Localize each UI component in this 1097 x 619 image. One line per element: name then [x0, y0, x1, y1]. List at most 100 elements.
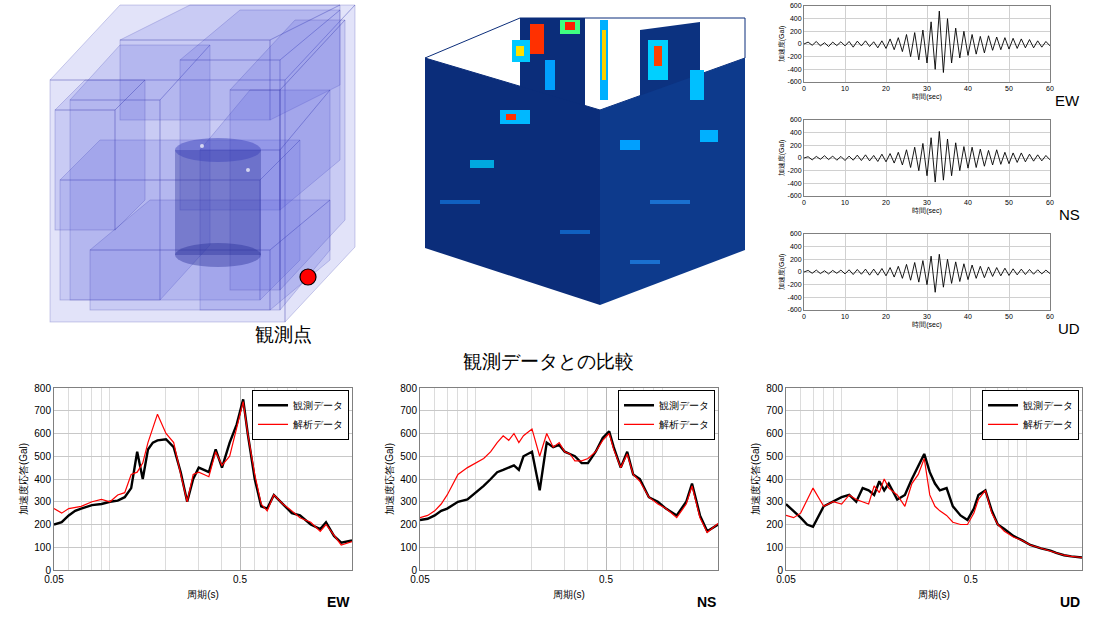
- svg-text:400: 400: [34, 474, 51, 485]
- svg-text:40: 40: [964, 313, 972, 320]
- svg-text:観測データ: 観測データ: [659, 400, 709, 411]
- svg-text:700: 700: [766, 405, 783, 416]
- svg-text:700: 700: [400, 405, 417, 416]
- svg-text:0: 0: [798, 40, 802, 47]
- svg-text:加速度応答(Gal): 加速度応答(Gal): [750, 443, 761, 515]
- svg-text:200: 200: [400, 519, 417, 530]
- svg-text:加速度(Gal): 加速度(Gal): [778, 254, 786, 291]
- svg-text:-400: -400: [788, 180, 802, 187]
- svg-text:0: 0: [798, 268, 802, 275]
- svg-text:10: 10: [841, 199, 849, 206]
- svg-text:-200: -200: [788, 281, 802, 288]
- svg-text:時間(sec): 時間(sec): [912, 207, 942, 215]
- svg-text:-600: -600: [788, 306, 802, 313]
- svg-text:100: 100: [400, 542, 417, 553]
- svg-text:観測データ: 観測データ: [293, 400, 343, 411]
- svg-text:40: 40: [964, 85, 972, 92]
- svg-text:0.05: 0.05: [776, 574, 796, 585]
- svg-text:400: 400: [400, 474, 417, 485]
- svg-text:40: 40: [964, 199, 972, 206]
- svg-text:600: 600: [34, 428, 51, 439]
- svg-text:20: 20: [882, 85, 890, 92]
- svg-text:-200: -200: [788, 167, 802, 174]
- svg-text:60: 60: [1046, 199, 1054, 206]
- svg-text:周期(s): 周期(s): [553, 589, 585, 600]
- svg-text:200: 200: [790, 256, 802, 263]
- svg-text:時間(sec): 時間(sec): [912, 321, 942, 329]
- svg-text:600: 600: [790, 116, 802, 123]
- svg-text:500: 500: [400, 451, 417, 462]
- svg-text:20: 20: [882, 313, 890, 320]
- svg-text:0: 0: [798, 154, 802, 161]
- svg-text:UD: UD: [1058, 320, 1080, 337]
- svg-text:10: 10: [841, 85, 849, 92]
- svg-text:600: 600: [400, 428, 417, 439]
- svg-text:周期(s): 周期(s): [187, 589, 219, 600]
- svg-text:600: 600: [790, 2, 802, 9]
- svg-text:300: 300: [400, 496, 417, 507]
- svg-text:UD: UD: [1060, 594, 1080, 610]
- svg-text:0.5: 0.5: [599, 574, 613, 585]
- svg-text:50: 50: [1005, 85, 1013, 92]
- svg-text:加速度応答(Gal): 加速度応答(Gal): [384, 443, 395, 515]
- svg-text:30: 30: [923, 313, 931, 320]
- svg-text:200: 200: [34, 519, 51, 530]
- svg-text:加速度(Gal): 加速度(Gal): [778, 26, 786, 63]
- svg-text:時間(sec): 時間(sec): [912, 93, 942, 101]
- svg-text:0.05: 0.05: [44, 574, 64, 585]
- svg-text:NS: NS: [1059, 206, 1080, 223]
- svg-text:30: 30: [923, 199, 931, 206]
- svg-text:0: 0: [777, 565, 783, 576]
- svg-text:50: 50: [1005, 313, 1013, 320]
- svg-text:400: 400: [790, 129, 802, 136]
- svg-text:500: 500: [34, 451, 51, 462]
- svg-text:周期(s): 周期(s): [918, 589, 950, 600]
- svg-text:60: 60: [1046, 85, 1054, 92]
- svg-text:-600: -600: [788, 192, 802, 199]
- svg-text:0: 0: [802, 313, 806, 320]
- svg-text:EW: EW: [327, 594, 350, 610]
- svg-text:400: 400: [790, 243, 802, 250]
- svg-text:加速度(Gal): 加速度(Gal): [778, 140, 786, 177]
- svg-text:50: 50: [1005, 199, 1013, 206]
- svg-text:700: 700: [34, 405, 51, 416]
- svg-text:800: 800: [400, 383, 417, 394]
- svg-text:0: 0: [45, 565, 51, 576]
- svg-text:100: 100: [766, 542, 783, 553]
- svg-text:100: 100: [34, 542, 51, 553]
- svg-text:-600: -600: [788, 78, 802, 85]
- svg-text:EW: EW: [1055, 92, 1080, 109]
- svg-text:400: 400: [766, 474, 783, 485]
- svg-text:200: 200: [766, 519, 783, 530]
- svg-text:-200: -200: [788, 53, 802, 60]
- svg-text:200: 200: [790, 142, 802, 149]
- svg-text:加速度応答(Gal): 加速度応答(Gal): [18, 443, 29, 515]
- svg-text:解析データ: 解析データ: [659, 419, 709, 430]
- svg-text:観測点: 観測点: [255, 324, 312, 345]
- svg-text:800: 800: [34, 383, 51, 394]
- svg-text:10: 10: [841, 313, 849, 320]
- svg-text:観測データ: 観測データ: [1023, 400, 1073, 411]
- svg-text:-400: -400: [788, 294, 802, 301]
- svg-text:300: 300: [766, 496, 783, 507]
- svg-text:600: 600: [790, 230, 802, 237]
- svg-text:200: 200: [790, 28, 802, 35]
- svg-text:0.5: 0.5: [964, 574, 978, 585]
- svg-text:30: 30: [923, 85, 931, 92]
- svg-text:300: 300: [34, 496, 51, 507]
- svg-text:-400: -400: [788, 66, 802, 73]
- svg-text:NS: NS: [697, 594, 716, 610]
- svg-text:解析データ: 解析データ: [293, 419, 343, 430]
- svg-text:800: 800: [766, 383, 783, 394]
- svg-text:600: 600: [766, 428, 783, 439]
- svg-text:0: 0: [802, 85, 806, 92]
- svg-text:0: 0: [802, 199, 806, 206]
- svg-text:0.05: 0.05: [410, 574, 430, 585]
- svg-text:60: 60: [1046, 313, 1054, 320]
- svg-text:500: 500: [766, 451, 783, 462]
- svg-text:0: 0: [411, 565, 417, 576]
- svg-text:20: 20: [882, 199, 890, 206]
- svg-text:解析データ: 解析データ: [1023, 419, 1073, 430]
- svg-text:400: 400: [790, 15, 802, 22]
- svg-text:0.5: 0.5: [233, 574, 247, 585]
